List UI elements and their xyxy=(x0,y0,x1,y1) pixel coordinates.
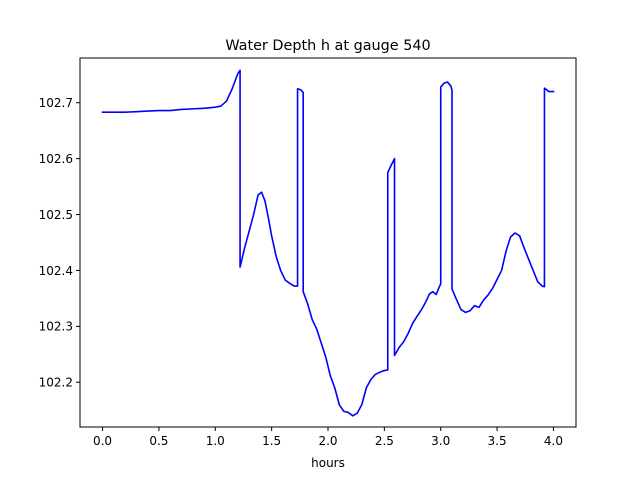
x-tick-label: 2.5 xyxy=(375,434,394,448)
y-tick-label: 102.3 xyxy=(39,320,73,334)
x-tick-label: 0.0 xyxy=(93,434,112,448)
y-tick-label: 102.2 xyxy=(39,376,73,390)
x-tick-label: 3.0 xyxy=(431,434,450,448)
y-tick-label: 102.6 xyxy=(39,152,73,166)
chart-title: Water Depth h at gauge 540 xyxy=(225,38,430,54)
x-tick-label: 4.0 xyxy=(544,434,563,448)
x-tick-label: 3.5 xyxy=(488,434,507,448)
series-layer xyxy=(101,69,555,417)
x-tick-label: 1.0 xyxy=(206,434,225,448)
x-tick-label: 1.5 xyxy=(262,434,281,448)
x-tick-label: 2.0 xyxy=(318,434,337,448)
series-line-0 xyxy=(101,69,555,417)
y-tick-label: 102.7 xyxy=(39,96,73,110)
x-axis-label: hours xyxy=(311,456,345,470)
y-axis: 102.2 102.3 102.4 102.5 102.6 102.7 xyxy=(39,96,80,390)
y-tick-label: 102.5 xyxy=(39,208,73,222)
x-axis: 0.0 0.5 1.0 1.5 2.0 2.5 3.0 3.5 4.0 xyxy=(93,427,563,448)
plot-series-group xyxy=(101,69,555,417)
y-tick-label: 102.4 xyxy=(39,264,73,278)
x-tick-label: 0.5 xyxy=(149,434,168,448)
plot-frame xyxy=(79,57,577,428)
